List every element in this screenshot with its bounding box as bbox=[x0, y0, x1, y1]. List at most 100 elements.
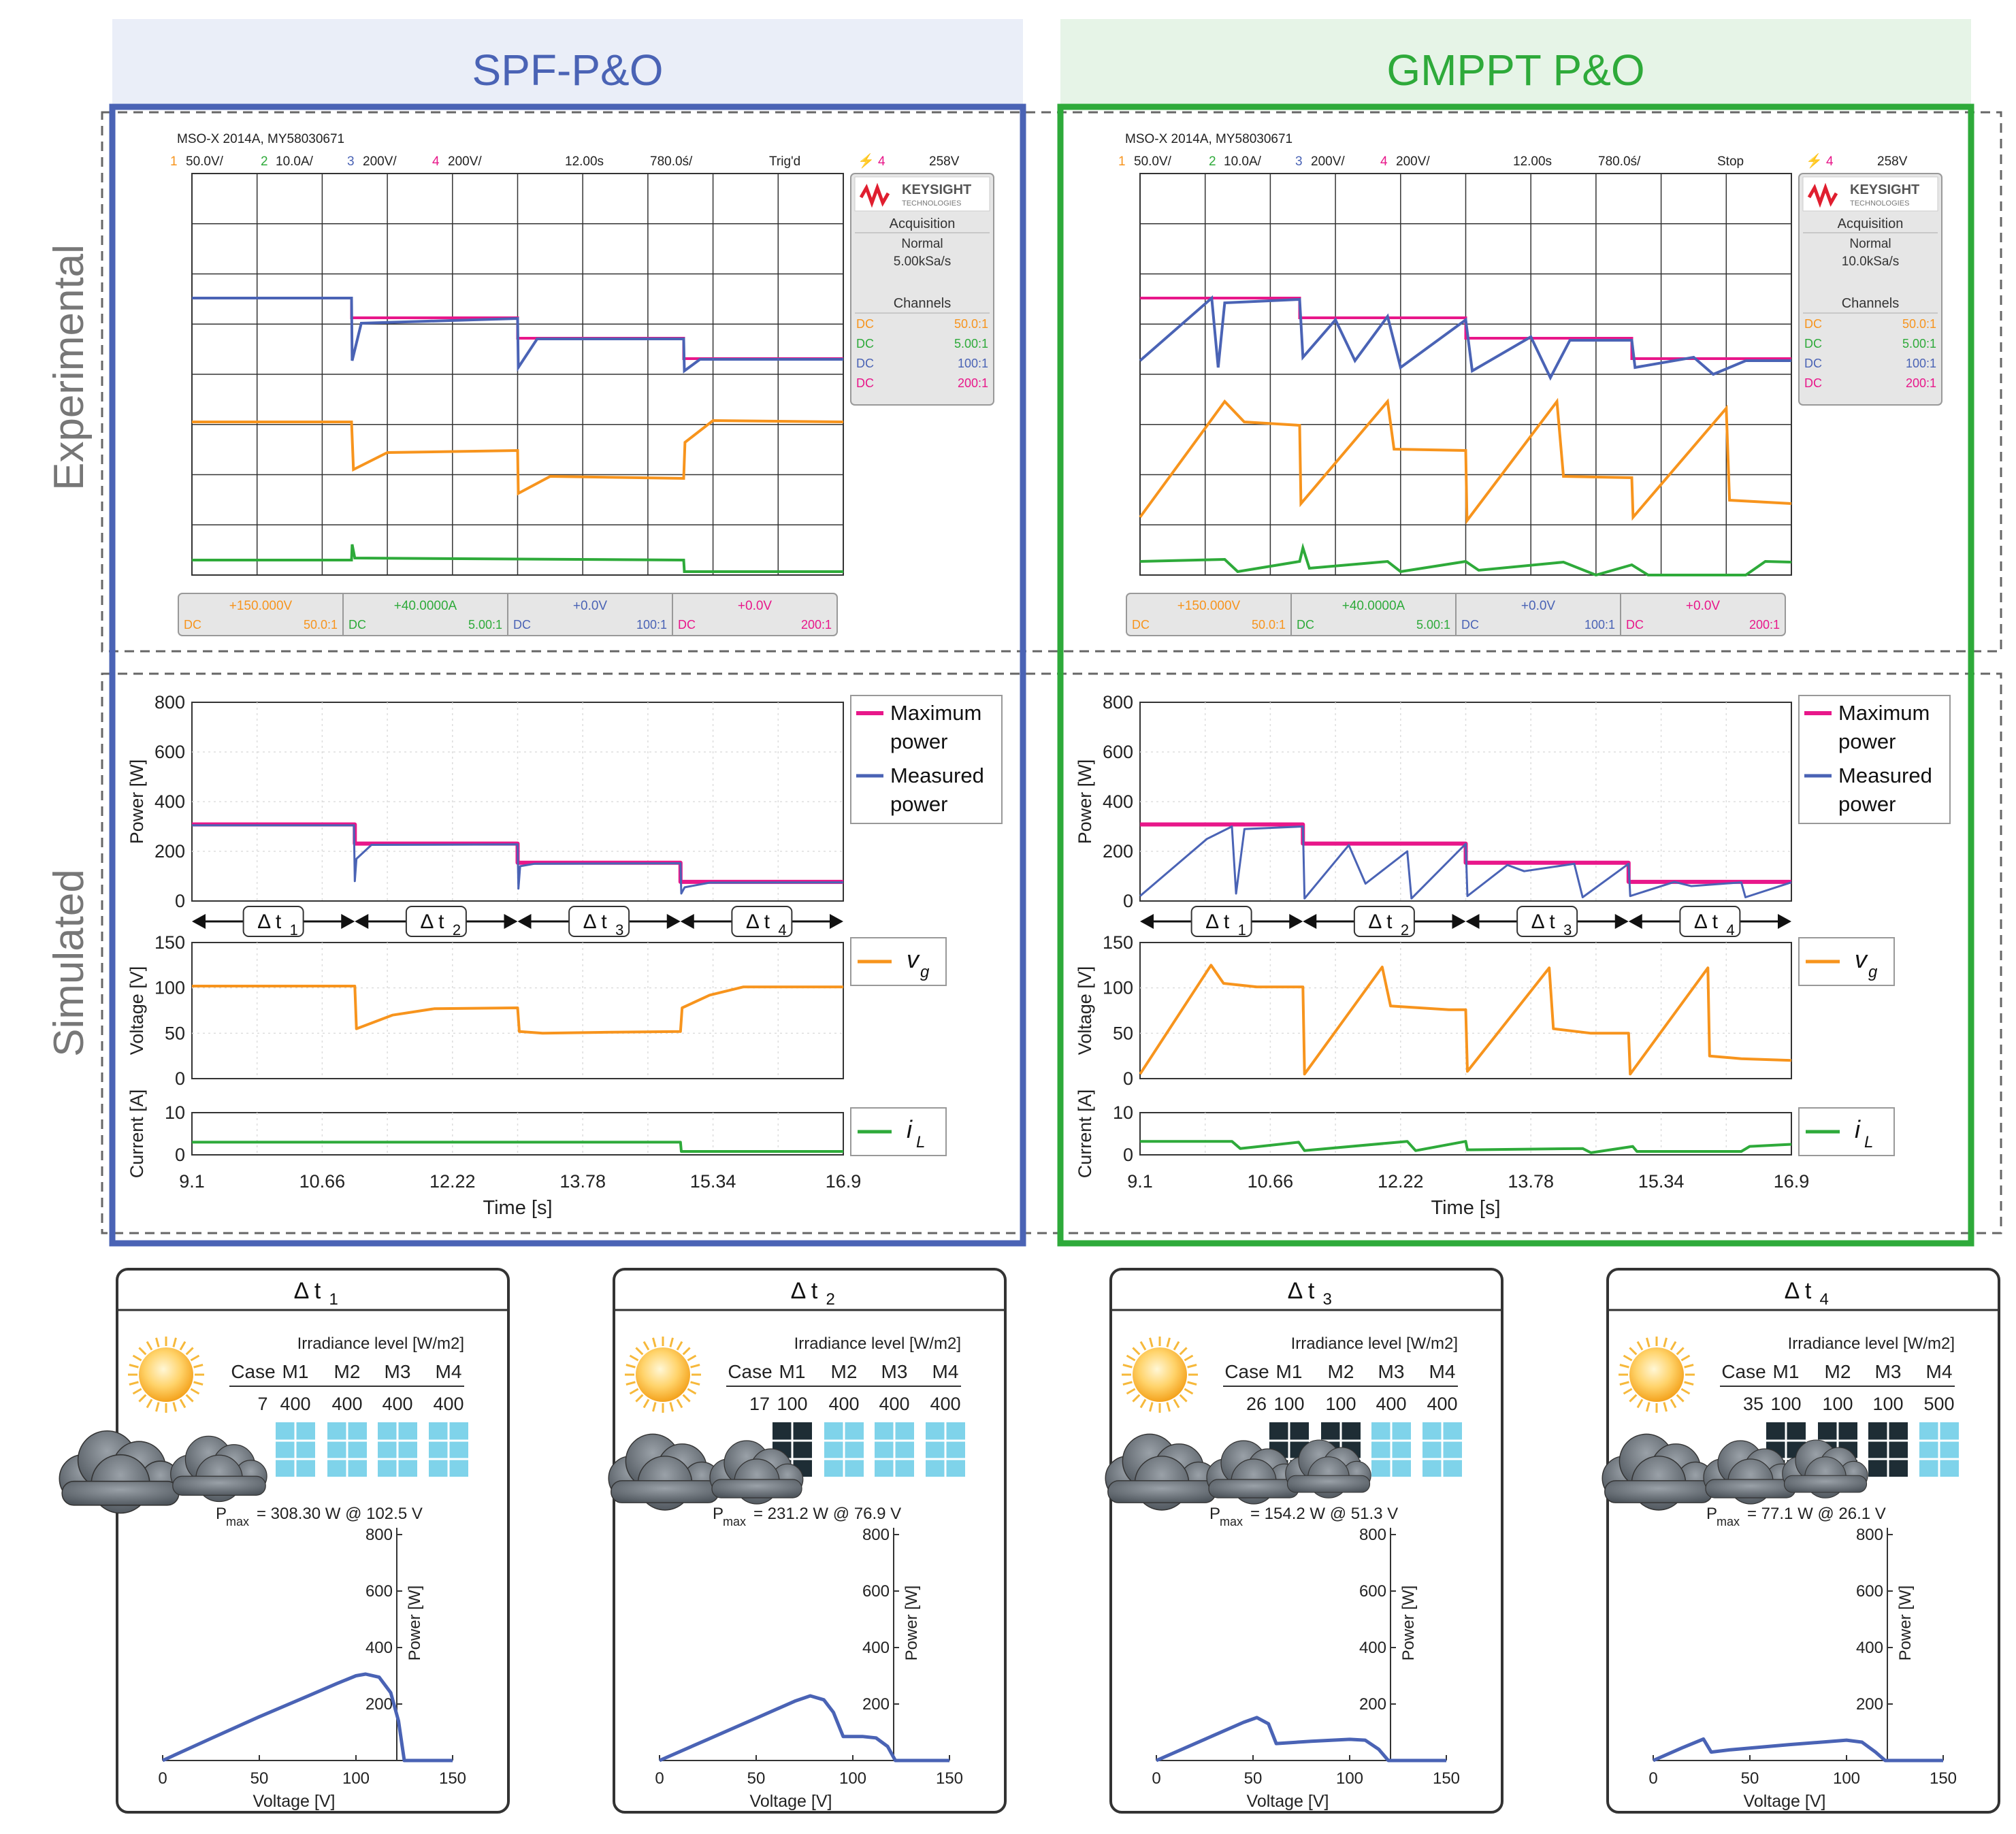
cloud-icon bbox=[1206, 1440, 1301, 1505]
legend-meas-text2: power bbox=[890, 792, 947, 816]
sun-ray bbox=[138, 1394, 147, 1403]
case-panels: Δ t 1 Irradiance level [W/m2] Case M1 M2 M3 M4 7… bbox=[59, 1268, 2000, 1814]
col-case-header: Case bbox=[728, 1361, 772, 1382]
sun-ray bbox=[1149, 1337, 1154, 1347]
bottom-ratio: 100:1 bbox=[636, 618, 667, 632]
channel-coupling: DC bbox=[1804, 357, 1822, 370]
pv-curve bbox=[1155, 1716, 1446, 1763]
pv-xtick-label: 100 bbox=[839, 1769, 866, 1788]
pv-module-icon bbox=[1371, 1422, 1411, 1477]
pv-ylabel: Power [W] bbox=[1896, 1586, 1915, 1661]
right-header-bg bbox=[1060, 19, 1971, 106]
col-header: M1 bbox=[1276, 1361, 1303, 1382]
scope-header-ch4: 4 bbox=[1380, 154, 1388, 169]
case-number: 35 bbox=[1743, 1394, 1763, 1414]
trigger-icon: ⚡ bbox=[858, 152, 875, 169]
sun-ray bbox=[129, 1381, 139, 1386]
col-header: M4 bbox=[1926, 1361, 1953, 1382]
brand-name: KEYSIGHT bbox=[1850, 182, 1919, 197]
scope-header-delay: 780.0ś/ bbox=[650, 154, 693, 169]
sun-ray bbox=[629, 1354, 639, 1362]
sun-ray bbox=[129, 1364, 139, 1369]
sun-ray bbox=[1623, 1354, 1633, 1362]
sim-xlabel: Time [s] bbox=[1431, 1197, 1500, 1219]
right-header-title: GMPPT P&O bbox=[1386, 46, 1644, 95]
pv-module-icon bbox=[429, 1422, 468, 1477]
sim-ytick-label: 400 bbox=[1103, 791, 1133, 812]
case-panel-frame bbox=[613, 1268, 1007, 1814]
bottom-offset: +0.0V bbox=[1686, 599, 1721, 613]
sun-ray bbox=[625, 1381, 636, 1386]
legend-meas-text2: power bbox=[1838, 792, 1896, 816]
pmax-label: P bbox=[713, 1505, 724, 1523]
sun-ray bbox=[155, 1337, 160, 1347]
sim-xtick-label: 16.9 bbox=[826, 1171, 862, 1192]
sun-ray bbox=[682, 1394, 691, 1403]
pv-xtick-label: 50 bbox=[250, 1769, 269, 1788]
col-header: M4 bbox=[932, 1361, 959, 1382]
sim-series-i-l bbox=[192, 1141, 843, 1153]
sim-xtick-label: 10.66 bbox=[299, 1171, 346, 1192]
acq-title: Acquisition bbox=[890, 216, 956, 231]
sun-ray bbox=[138, 1347, 147, 1356]
col-header: M1 bbox=[1773, 1361, 1800, 1382]
channel-coupling: DC bbox=[856, 376, 874, 390]
delta-arrow-head-left bbox=[680, 914, 694, 929]
bottom-coupling: DC bbox=[513, 618, 531, 632]
sun-ray bbox=[625, 1364, 636, 1369]
sim-ytick-label: 50 bbox=[165, 1023, 185, 1043]
pv-ytick-label: 800 bbox=[1856, 1526, 1883, 1544]
sun-ray bbox=[1187, 1364, 1197, 1369]
sim-series-i-l bbox=[1140, 1140, 1792, 1154]
scope-side-panel bbox=[1798, 173, 1942, 406]
bottom-offset: +150.000V bbox=[1177, 599, 1241, 613]
pv-ylabel: Power [W] bbox=[406, 1586, 424, 1661]
irradiance-value: 400 bbox=[828, 1394, 859, 1414]
sun-ray bbox=[687, 1388, 697, 1395]
sim-ytick-label: 0 bbox=[1123, 1145, 1133, 1165]
cloud-icon bbox=[1782, 1439, 1868, 1499]
left-method-frame bbox=[109, 103, 1026, 1247]
delta-label-sub: 1 bbox=[1238, 921, 1246, 938]
pmax-sub: max bbox=[1220, 1515, 1243, 1528]
legend-max-text2: power bbox=[890, 730, 947, 753]
acq-mode: Normal bbox=[901, 237, 943, 251]
delta-label-box bbox=[405, 906, 467, 937]
delta-label: Δ t bbox=[257, 911, 282, 933]
case-title: Δ t bbox=[791, 1278, 818, 1304]
bottom-ratio: 100:1 bbox=[1584, 618, 1615, 632]
case-title: Δ t bbox=[1785, 1278, 1812, 1304]
scope-header-status: Stop bbox=[1717, 154, 1744, 169]
sun-ray bbox=[172, 1337, 177, 1347]
sun-ray bbox=[1623, 1388, 1633, 1395]
scope-header-ch2_scale: 10.0A/ bbox=[276, 154, 314, 169]
sim-ylabel: Voltage [V] bbox=[127, 966, 147, 1055]
pv-xtick-label: 0 bbox=[158, 1769, 167, 1788]
channel-coupling: DC bbox=[856, 317, 874, 331]
irradiance-value: 400 bbox=[1376, 1394, 1406, 1414]
channels-title: Channels bbox=[1842, 296, 1900, 311]
sim-ylabel: Power [W] bbox=[1075, 759, 1095, 845]
pv-xtick-label: 0 bbox=[1152, 1769, 1160, 1788]
brand-sub: TECHNOLOGIES bbox=[1850, 199, 1909, 208]
sun-disc bbox=[1133, 1347, 1187, 1402]
sim-ytick-label: 400 bbox=[155, 791, 185, 812]
delta-arrow-head-left bbox=[517, 914, 532, 929]
sun-ray bbox=[185, 1394, 194, 1403]
pmax-value: = 231.2 W @ 76.9 V bbox=[753, 1505, 901, 1523]
case-title-sub: 1 bbox=[329, 1290, 338, 1309]
legend-il-sub: L bbox=[1864, 1133, 1873, 1151]
pv-curve bbox=[1652, 1737, 1943, 1763]
keysight-logo-icon bbox=[1807, 182, 1838, 208]
sim-xtick-label: 15.34 bbox=[690, 1171, 736, 1192]
sun-ray bbox=[669, 1402, 674, 1412]
sim-ylabel: Current [A] bbox=[127, 1090, 147, 1179]
pv-module-icon bbox=[1919, 1422, 1959, 1477]
bottom-offset: +40.0000A bbox=[394, 599, 457, 613]
sun-ray bbox=[690, 1381, 700, 1386]
scope-header-trig_level: 258V bbox=[1877, 154, 1908, 169]
col-case-header: Case bbox=[1721, 1361, 1766, 1382]
bottom-offset: +0.0V bbox=[738, 599, 773, 613]
sun-ray bbox=[1629, 1394, 1638, 1403]
